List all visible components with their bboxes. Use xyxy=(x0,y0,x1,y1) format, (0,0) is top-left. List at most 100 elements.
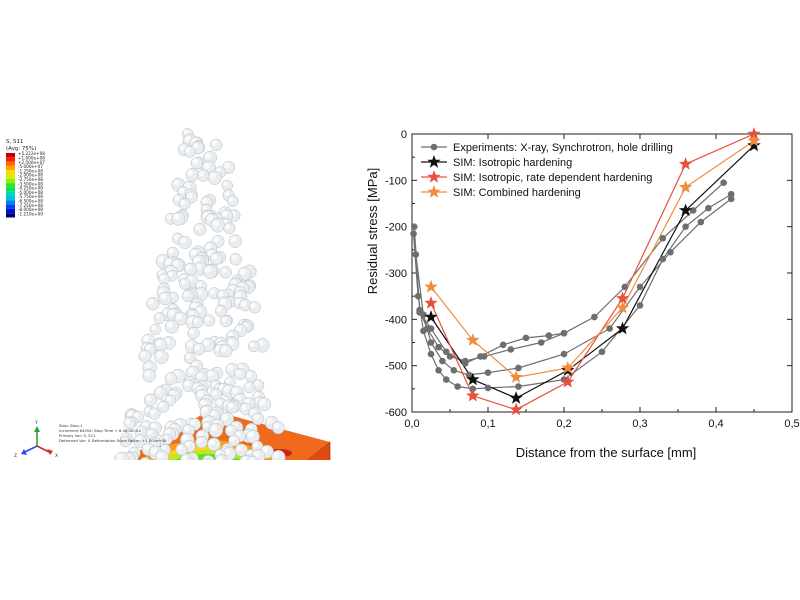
legend-swatch xyxy=(6,208,15,214)
legend-level: +5.222e+08 xyxy=(18,151,45,156)
triad-label: X xyxy=(55,453,58,459)
series-0-point xyxy=(416,309,423,316)
legend-swatch xyxy=(6,191,15,196)
series-0-point xyxy=(465,371,473,379)
series-0-point xyxy=(499,341,507,349)
series-0-point xyxy=(446,353,454,360)
series-0-point xyxy=(560,350,568,358)
legend-level: -3.500e+08 xyxy=(18,181,43,186)
legend-marker xyxy=(427,185,441,198)
series-0-point xyxy=(484,384,492,392)
legend-level: -4.250e+08 xyxy=(18,186,43,191)
shot-particle xyxy=(148,459,156,460)
series-0-point xyxy=(598,348,606,356)
simulation-render: S, S11 (Avg: 75%) +5.222e+08+1.000e+08+2… xyxy=(6,128,331,460)
series-0-point xyxy=(412,251,420,258)
series-2-point xyxy=(466,388,480,402)
contour-legend: S, S11 (Avg: 75%) +5.222e+08+1.000e+08+2… xyxy=(6,139,45,218)
shot-particle xyxy=(201,457,212,460)
triad-label: Z xyxy=(14,453,17,459)
info-line: Primary Var: S, S11 xyxy=(59,433,96,438)
legend-level: -8.000e+08 xyxy=(18,207,43,212)
y-axis-label: Residual stress [MPa] xyxy=(365,168,380,294)
series-0-point xyxy=(659,255,667,263)
series-2-point xyxy=(424,296,438,309)
series-0-point xyxy=(720,179,727,186)
y-tick-label: -500 xyxy=(385,361,407,373)
series-0-point xyxy=(450,367,458,374)
series-0-line xyxy=(413,182,725,362)
legend-label: SIM: Isotropic, rate dependent hardening xyxy=(453,172,652,184)
x-tick-label: 0,2 xyxy=(556,418,571,430)
legend-marker xyxy=(427,170,441,183)
y-tick-label: -300 xyxy=(385,268,407,280)
series-0-point xyxy=(439,357,446,365)
series-0-point xyxy=(689,207,697,214)
series-0-point xyxy=(667,248,674,256)
series-0-point xyxy=(435,343,442,351)
chart-svg: 0,0 0,1 0,2 0,3 0,4 0,5 0 -100 -200 -300 -400 -500 -… xyxy=(365,127,800,460)
series-0-point xyxy=(522,334,530,342)
legend-label: SIM: Isotropic hardening xyxy=(453,157,572,169)
legend-level: -7.250e+08 xyxy=(18,203,43,208)
series-0-point xyxy=(507,346,515,353)
chart-legend: Experiments: X-ray, Synchrotron, hole dr… xyxy=(421,142,673,199)
info-line: Increment 64594: Step Time = 6.4800E-04 xyxy=(59,428,141,433)
series-3-point xyxy=(678,180,693,193)
series-1-point xyxy=(678,203,693,217)
series-0-point xyxy=(477,353,484,360)
legend-level: -5.000e+07 xyxy=(18,164,43,169)
series-3-point xyxy=(509,370,523,383)
series-0-point xyxy=(454,383,461,390)
series-0-point xyxy=(636,302,644,309)
series-2-point xyxy=(747,127,761,140)
legend-swatch xyxy=(6,157,15,162)
series-0-point xyxy=(410,223,418,230)
series-0-point xyxy=(410,230,417,237)
legend-swatch xyxy=(6,196,15,201)
x-tick-label: 0,3 xyxy=(632,418,647,430)
legend-swatch xyxy=(6,213,15,218)
info-line: Deformed Var: U Deformation Scale Factor… xyxy=(59,438,167,443)
series-3-point xyxy=(466,333,480,346)
legend-label: SIM: Combined hardening xyxy=(453,187,581,199)
series-2-point xyxy=(509,402,523,416)
y-tick-label: -400 xyxy=(385,314,407,326)
series-1-point xyxy=(509,391,523,404)
series-0-point xyxy=(727,195,735,203)
series-0-line xyxy=(419,312,565,364)
legend-level: -6.500e+08 xyxy=(18,199,43,204)
x-tick-label: 0,5 xyxy=(784,418,799,430)
series-0-point xyxy=(484,369,492,376)
series-0-point xyxy=(621,283,629,291)
series-0-point xyxy=(545,332,553,339)
series-0-point xyxy=(636,283,644,291)
legend-label: Experiments: X-ray, Synchrotron, hole dr… xyxy=(453,142,673,154)
series-0-point xyxy=(682,223,689,230)
shot-particles xyxy=(114,128,286,460)
series-0-point xyxy=(606,325,613,332)
legend-swatch xyxy=(6,165,15,171)
series-0-point xyxy=(560,329,568,337)
series-0-point xyxy=(515,383,522,390)
legend-swatch xyxy=(6,170,15,175)
series-0-point xyxy=(591,313,598,321)
series-0-point xyxy=(427,325,435,332)
series-0-point xyxy=(705,204,712,212)
series-1-point xyxy=(466,372,480,386)
series-0-point xyxy=(461,360,469,367)
x-tick-label: 0,4 xyxy=(708,418,723,430)
series-0-point xyxy=(537,339,545,346)
series-2-point xyxy=(678,157,693,170)
legend-level: -5.000e+08 xyxy=(18,190,43,195)
legend-swatch xyxy=(6,153,15,158)
legend-level: -5.750e+08 xyxy=(18,194,43,199)
series-0-point xyxy=(414,292,422,300)
legend-swatch xyxy=(6,200,15,205)
series-0-point xyxy=(659,234,667,242)
series-3-point xyxy=(615,300,630,314)
series-0-point xyxy=(515,364,522,372)
x-tick-label: 0,0 xyxy=(404,418,419,430)
legend-title: S, S11 xyxy=(6,139,23,145)
legend-subtitle: (Avg: 75%) xyxy=(6,146,36,152)
